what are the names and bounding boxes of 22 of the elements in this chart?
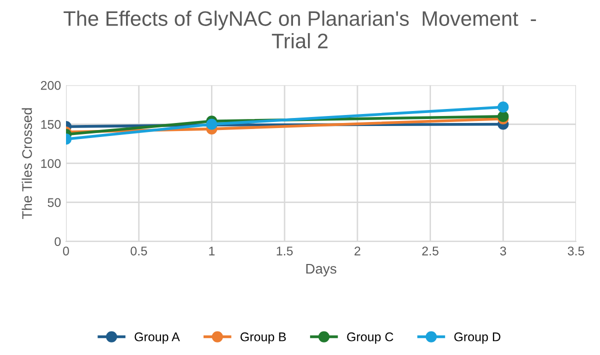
y-tick-label: 0 <box>54 237 61 246</box>
y-tick-label: 50 <box>48 198 61 207</box>
legend-label: Group C <box>347 332 394 344</box>
x-tick-label: 0 <box>63 246 69 256</box>
x-axis-title: Days <box>306 264 336 276</box>
y-axis-title: The Tiles Crossed <box>22 108 32 219</box>
legend-label: Group A <box>134 332 180 344</box>
x-tick-label: 0.5 <box>130 246 148 256</box>
legend-label: Group B <box>240 332 286 344</box>
x-tick-label: 1 <box>209 246 215 256</box>
point <box>498 102 509 113</box>
x-tick-label: 1.5 <box>276 246 293 256</box>
chart-title: The Effects of GlyNAC on Planarian's Movement - Trial 2 <box>64 10 536 48</box>
x-tick-label: 2.5 <box>422 246 438 256</box>
x-tick-label: 3.5 <box>568 246 584 256</box>
x-tick-label: 2 <box>354 246 360 256</box>
point <box>498 110 509 122</box>
legend-label: Group D <box>454 332 500 344</box>
x-tick-label: 3 <box>500 246 506 256</box>
y-tick-label: 150 <box>41 120 61 129</box>
y-tick-label: 200 <box>40 81 61 90</box>
y-tick-label: 100 <box>41 159 61 168</box>
